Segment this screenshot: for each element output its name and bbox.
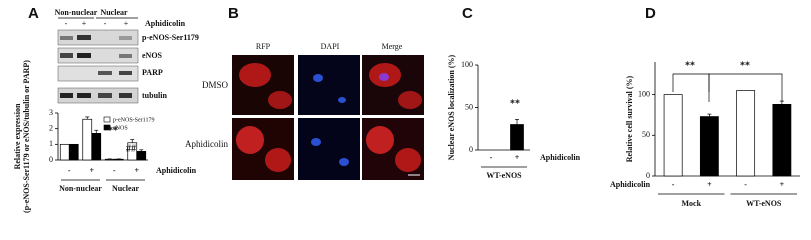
y-axis-label: (p-eNOS-Ser1179 or eNOS/tubulin or PARP) bbox=[22, 60, 31, 213]
bar bbox=[59, 143, 70, 161]
blot-row-label: tubulin bbox=[142, 91, 167, 100]
legend-label: eNOS bbox=[113, 125, 128, 131]
bar bbox=[699, 116, 719, 177]
x-tick-label: + bbox=[89, 166, 94, 175]
annotation: ** bbox=[108, 125, 118, 136]
y-tick-label: 100 bbox=[461, 60, 473, 69]
bar bbox=[736, 90, 756, 177]
bar bbox=[136, 151, 147, 161]
x-tick-label: - bbox=[744, 180, 747, 189]
y-tick-label: 0 bbox=[646, 171, 650, 180]
blot-row-label: PARP bbox=[142, 68, 163, 77]
legend-label: p-eNOS-Ser1179 bbox=[113, 117, 154, 123]
x-tick-label: + bbox=[134, 166, 139, 175]
annotation: ** bbox=[685, 60, 695, 71]
bar bbox=[82, 118, 93, 161]
blot-sign: - bbox=[104, 19, 107, 28]
x-axis-label: Aphidicolin bbox=[156, 166, 197, 175]
group-label: Nuclear bbox=[112, 184, 140, 193]
y-tick-label: 3 bbox=[49, 108, 53, 117]
blot-row-label: p-eNOS-Ser1179 bbox=[142, 33, 199, 42]
legend-swatch bbox=[103, 116, 111, 123]
micrographs: RFP DAPI Merge DMSO Aphidicolin bbox=[185, 42, 424, 180]
annotation: ## bbox=[126, 143, 136, 154]
western-blot: Non-nuclear Nuclear Aphidicolin - + - + … bbox=[55, 8, 199, 104]
y-tick-label: 2 bbox=[49, 123, 53, 132]
column-label: DAPI bbox=[321, 42, 340, 51]
significance-bracket bbox=[708, 73, 783, 102]
group-label: WT-eNOS bbox=[746, 199, 782, 208]
panel-letter: B bbox=[228, 5, 239, 22]
blot-header: Nuclear bbox=[100, 8, 128, 17]
blot-sign: - bbox=[65, 19, 68, 28]
group-label: WT-eNOS bbox=[486, 171, 522, 180]
y-tick-label: 50 bbox=[465, 102, 473, 111]
bar bbox=[68, 143, 79, 161]
x-axis-label: Aphidicolin bbox=[610, 180, 651, 189]
column-label: Merge bbox=[382, 42, 403, 51]
bar bbox=[113, 158, 124, 161]
annotation: ** bbox=[740, 60, 750, 71]
panel-letter: D bbox=[645, 5, 656, 22]
panel-letter: C bbox=[462, 5, 473, 22]
y-tick-label: 50 bbox=[642, 130, 650, 139]
y-tick-label: 0 bbox=[469, 145, 473, 154]
y-axis-label: Relative cell survival (%) bbox=[625, 75, 634, 162]
y-tick-label: 0 bbox=[49, 155, 53, 164]
x-tick-label: - bbox=[672, 180, 675, 189]
group-label: Non-nuclear bbox=[59, 184, 102, 193]
figure: A B C D Non-nuclear Nuclear Aphidicolin … bbox=[13, 5, 800, 213]
blot-row-label: eNOS bbox=[142, 51, 163, 60]
legend-swatch bbox=[103, 124, 111, 131]
y-tick-label: 100 bbox=[638, 89, 650, 98]
x-axis-label: Aphidicolin bbox=[540, 153, 581, 162]
y-axis-label: Nuclear eNOS localization (%) bbox=[447, 54, 456, 160]
column-label: RFP bbox=[256, 42, 271, 51]
bar bbox=[772, 103, 792, 177]
y-axis-label: Relative expression bbox=[13, 103, 22, 169]
blot-sign: + bbox=[82, 19, 87, 28]
x-tick-label: - bbox=[490, 153, 493, 162]
x-tick-label: + bbox=[780, 180, 785, 189]
bar bbox=[91, 133, 102, 161]
row-label: Aphidicolin bbox=[185, 139, 228, 149]
x-tick-label: + bbox=[707, 180, 712, 189]
panel-letter: A bbox=[28, 5, 39, 22]
y-tick-label: 1 bbox=[49, 139, 53, 148]
bar bbox=[104, 158, 115, 161]
blot-sign: + bbox=[124, 19, 129, 28]
x-tick-label: - bbox=[68, 166, 71, 175]
group-label: Mock bbox=[681, 199, 701, 208]
annotation: ** bbox=[510, 98, 520, 109]
blot-treatment: Aphidicolin bbox=[145, 19, 186, 28]
row-label: DMSO bbox=[202, 80, 229, 90]
x-tick-label: + bbox=[515, 153, 520, 162]
x-tick-label: - bbox=[113, 166, 116, 175]
blot-header: Non-nuclear bbox=[55, 8, 98, 17]
bar bbox=[510, 124, 524, 151]
bar bbox=[663, 94, 683, 177]
